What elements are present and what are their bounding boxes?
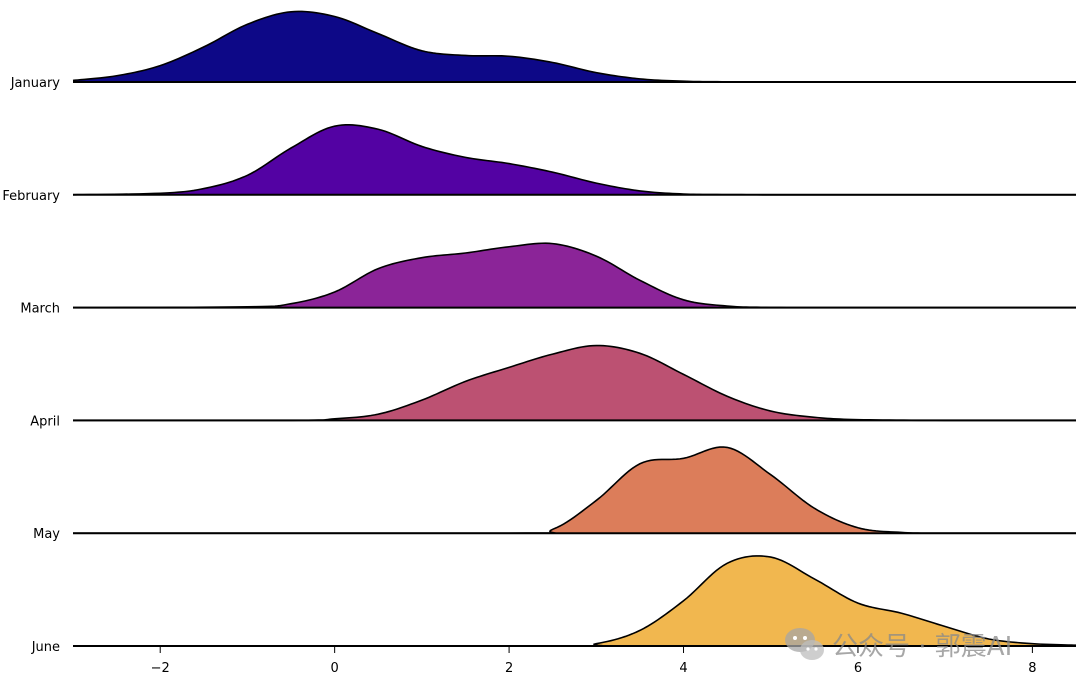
ridges-group [72,10,1077,647]
x-tick-label: 2 [505,661,513,676]
row-label-may: May [33,527,60,542]
ridge-area-march [73,243,1076,308]
x-tick-label: −2 [151,661,170,676]
ridge-area-april [73,345,1076,421]
x-tick-label: 0 [331,661,339,676]
x-tick-label: 4 [679,661,687,676]
x-axis: −2 0 2 4 6 8 [151,647,1037,676]
row-labels-group: January February March April May June [2,76,60,655]
row-label-february: February [2,189,60,204]
x-tick-label: 6 [854,661,862,676]
x-tick-label: 8 [1028,661,1036,676]
wechat-icon [785,628,824,660]
ridge-area-june [73,555,1076,646]
watermark: 公众号 · 郭震AI [785,628,1012,662]
row-label-january: January [10,76,61,91]
ridge-area-january [73,11,1076,82]
ridge-area-may [73,446,1076,534]
ridge-area-february [73,124,1076,195]
ridge-outline-april [73,344,1076,422]
row-label-march: March [20,302,60,317]
watermark-text: 公众号 · 郭震AI [832,632,1012,662]
row-label-june: June [31,640,60,655]
ridge-outline-june [73,555,1077,647]
row-label-april: April [30,414,60,429]
